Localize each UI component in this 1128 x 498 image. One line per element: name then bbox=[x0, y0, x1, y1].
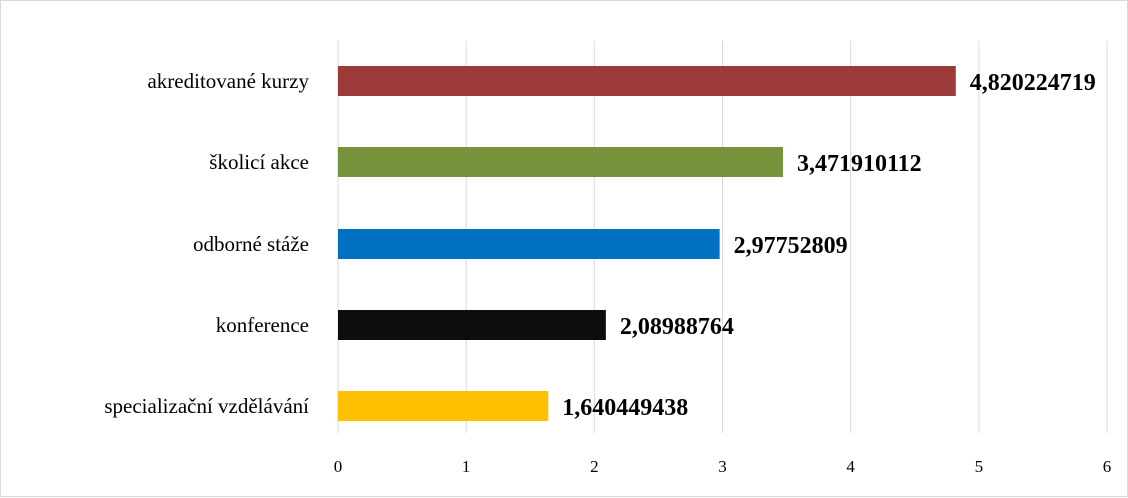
category-label: odborné stáže bbox=[193, 232, 309, 256]
tick-label-layer: 0 1 2 3 4 5 6 bbox=[334, 457, 1112, 476]
bar bbox=[338, 147, 783, 177]
x-tick-label: 0 bbox=[334, 457, 343, 476]
x-tick-label: 3 bbox=[718, 457, 727, 476]
bar bbox=[338, 229, 720, 259]
data-label: 2,97752809 bbox=[734, 233, 848, 259]
x-tick-label: 5 bbox=[975, 457, 984, 476]
x-tick-label: 6 bbox=[1103, 457, 1112, 476]
bar bbox=[338, 66, 956, 96]
x-tick-label: 4 bbox=[846, 457, 855, 476]
data-label: 2,08988764 bbox=[620, 314, 734, 340]
data-label: 3,471910112 bbox=[797, 151, 922, 177]
category-label-layer: akreditované kurzy školicí akce odborné st… bbox=[104, 69, 309, 418]
data-label: 1,640449438 bbox=[562, 395, 688, 421]
x-tick-label: 2 bbox=[590, 457, 599, 476]
bar bbox=[338, 310, 606, 340]
data-label-layer: 4,820224719 3,471910112 2,97752809 2,089887… bbox=[562, 70, 1096, 421]
data-label: 4,820224719 bbox=[970, 70, 1096, 96]
x-tick-label: 1 bbox=[462, 457, 471, 476]
category-label: specializační vzdělávání bbox=[104, 394, 309, 418]
bar-layer bbox=[338, 66, 956, 421]
category-label: školicí akce bbox=[209, 150, 309, 174]
category-label: akreditované kurzy bbox=[147, 69, 309, 93]
bar bbox=[338, 391, 549, 421]
category-label: konference bbox=[216, 313, 309, 337]
